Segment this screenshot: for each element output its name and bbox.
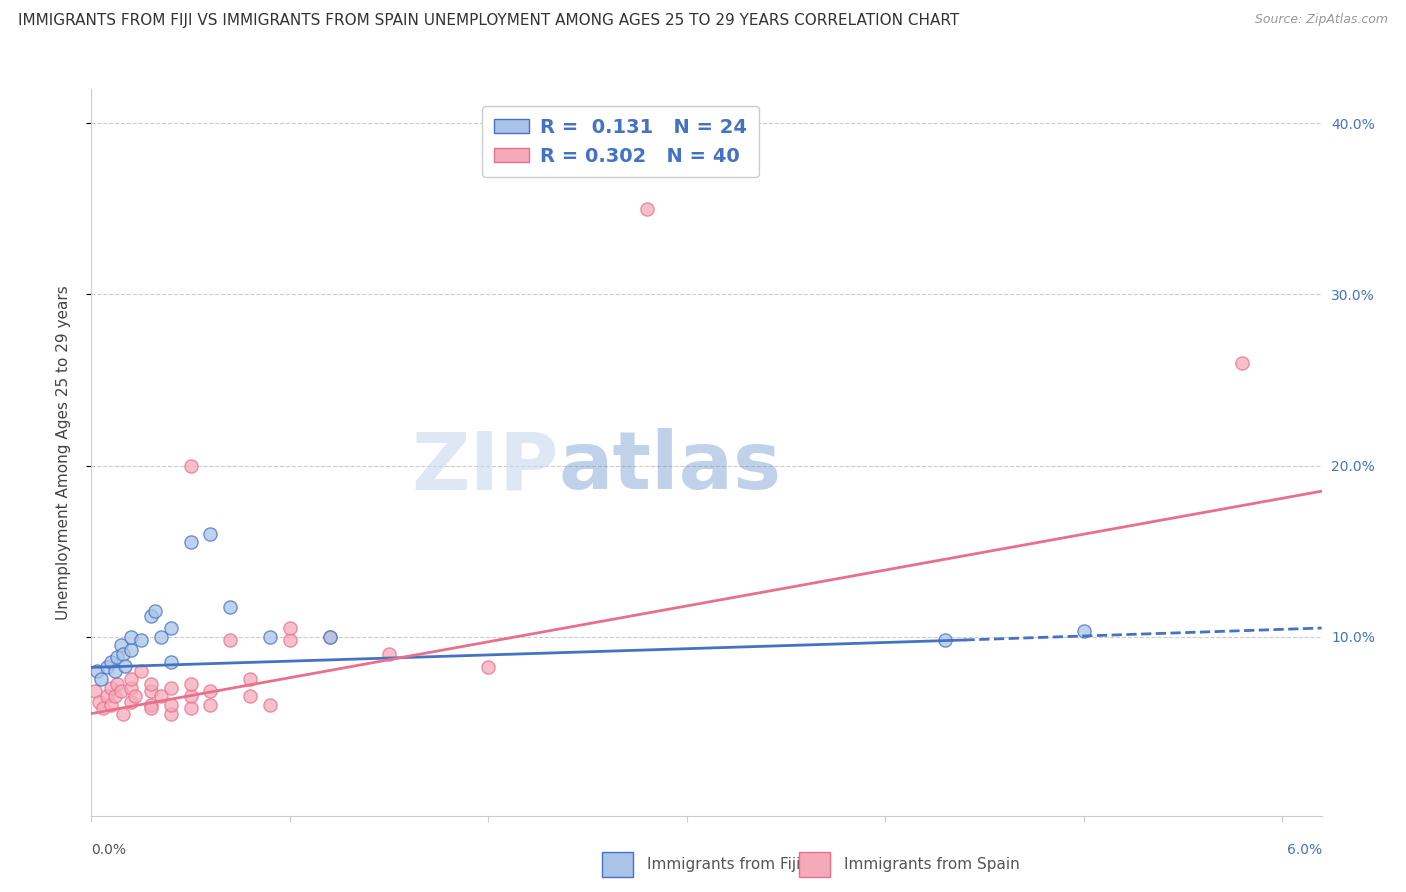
Point bbox=[200, 698, 222, 712]
Point bbox=[100, 655, 122, 669]
Point bbox=[100, 698, 122, 712]
Point bbox=[239, 673, 262, 687]
Point bbox=[96, 690, 118, 704]
Point bbox=[104, 690, 127, 704]
Point bbox=[934, 632, 956, 647]
Point bbox=[1232, 356, 1254, 370]
Point bbox=[219, 600, 242, 615]
Point bbox=[120, 695, 142, 709]
Point bbox=[110, 684, 132, 698]
Point bbox=[96, 660, 118, 674]
Point bbox=[105, 650, 128, 665]
Point bbox=[114, 658, 136, 673]
Legend: R =  0.131   N = 24, R = 0.302   N = 40: R = 0.131 N = 24, R = 0.302 N = 40 bbox=[482, 106, 759, 178]
Point bbox=[120, 643, 142, 657]
Point bbox=[200, 527, 222, 541]
Point bbox=[1073, 624, 1095, 639]
Text: 6.0%: 6.0% bbox=[1286, 843, 1322, 857]
Point bbox=[180, 690, 202, 704]
Point bbox=[378, 647, 401, 661]
Text: ZIP: ZIP bbox=[412, 428, 558, 507]
Point bbox=[120, 630, 142, 644]
Point bbox=[259, 698, 281, 712]
Point bbox=[259, 630, 281, 644]
Point bbox=[219, 632, 242, 647]
Text: atlas: atlas bbox=[558, 428, 782, 507]
Point bbox=[91, 701, 114, 715]
Point bbox=[149, 630, 172, 644]
Text: 0.0%: 0.0% bbox=[91, 843, 127, 857]
Point bbox=[159, 706, 181, 721]
Point bbox=[278, 632, 301, 647]
Point bbox=[139, 677, 162, 691]
Point bbox=[318, 630, 340, 644]
Point bbox=[180, 535, 202, 549]
Point bbox=[143, 604, 166, 618]
Point bbox=[120, 681, 142, 695]
Text: Source: ZipAtlas.com: Source: ZipAtlas.com bbox=[1254, 13, 1388, 27]
Point bbox=[159, 681, 181, 695]
Point bbox=[89, 695, 111, 709]
Point bbox=[139, 701, 162, 715]
Point bbox=[636, 202, 658, 216]
Point bbox=[84, 684, 107, 698]
Point bbox=[477, 660, 499, 674]
Point bbox=[159, 655, 181, 669]
Point bbox=[110, 638, 132, 652]
Point bbox=[139, 684, 162, 698]
Point bbox=[104, 664, 127, 678]
Point bbox=[149, 690, 172, 704]
Point bbox=[180, 458, 202, 473]
Point bbox=[129, 664, 152, 678]
Text: IMMIGRANTS FROM FIJI VS IMMIGRANTS FROM SPAIN UNEMPLOYMENT AMONG AGES 25 TO 29 Y: IMMIGRANTS FROM FIJI VS IMMIGRANTS FROM … bbox=[18, 13, 959, 29]
Point bbox=[180, 677, 202, 691]
Text: Immigrants from Spain: Immigrants from Spain bbox=[844, 857, 1019, 871]
Point bbox=[200, 684, 222, 698]
Point bbox=[239, 690, 262, 704]
Point bbox=[180, 701, 202, 715]
Point bbox=[159, 698, 181, 712]
Point bbox=[100, 681, 122, 695]
Point bbox=[90, 673, 112, 687]
Y-axis label: Unemployment Among Ages 25 to 29 years: Unemployment Among Ages 25 to 29 years bbox=[56, 285, 70, 620]
Point bbox=[139, 609, 162, 624]
Point bbox=[105, 677, 128, 691]
Point bbox=[139, 698, 162, 712]
Point bbox=[124, 690, 146, 704]
Point bbox=[112, 706, 135, 721]
Point bbox=[129, 632, 152, 647]
Point bbox=[120, 673, 142, 687]
Text: Immigrants from Fiji: Immigrants from Fiji bbox=[647, 857, 800, 871]
Point bbox=[112, 647, 135, 661]
Point bbox=[159, 621, 181, 635]
Point bbox=[318, 630, 340, 644]
Point bbox=[278, 621, 301, 635]
Point bbox=[86, 664, 108, 678]
